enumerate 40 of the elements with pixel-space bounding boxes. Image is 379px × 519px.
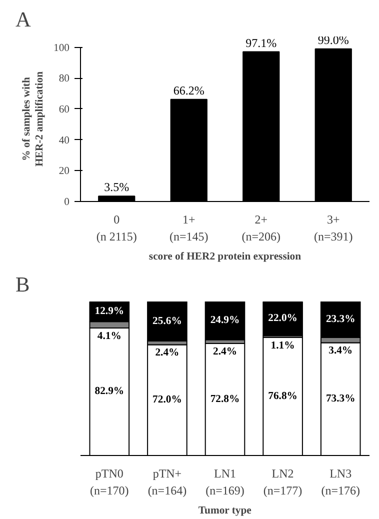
- data-label: 66.2%: [173, 83, 204, 98]
- x-tick-label: LN1 (n=169): [206, 466, 244, 498]
- y-tick-label: 40: [58, 135, 70, 146]
- x-tick-label: 0 (n 2115): [96, 212, 137, 244]
- data-label: 24.9%: [210, 315, 240, 326]
- x-axis-title: Tumor type: [198, 505, 252, 516]
- bar: [204, 302, 246, 340]
- data-label: 72.0%: [152, 394, 182, 406]
- text: A: [16, 8, 32, 32]
- y-axis-title: % of samples with HER-2 amplification: [21, 71, 46, 167]
- data-label: 97.1%: [246, 36, 277, 50]
- y-tick-label: 0: [64, 197, 70, 208]
- x-tick-label: 1+ (n=145): [169, 212, 208, 244]
- data-label: 72.8%: [210, 394, 240, 405]
- x-tick-label: 3+ (n=391): [314, 212, 353, 244]
- data-label: 1.1%: [270, 340, 295, 352]
- data-label: 25.6%: [152, 316, 182, 327]
- y-tick-label: 80: [58, 74, 70, 85]
- bar: [147, 302, 188, 342]
- data-label: 3.4%: [328, 346, 353, 357]
- data-label: 76.8%: [268, 390, 298, 402]
- data-label: 12.9%: [94, 306, 124, 318]
- data-label: 4.1%: [97, 330, 122, 342]
- x-tick-label: LN2 (n=177): [263, 466, 302, 498]
- data-label: 23.3%: [326, 314, 356, 326]
- x-tick-label: 2+ (n=206): [242, 212, 281, 244]
- x-tick-label: pTN+ (n=164): [148, 466, 187, 498]
- data-label: 82.9%: [94, 386, 124, 398]
- data-label: 22.0%: [268, 313, 298, 324]
- x-tick-label: LN3 (n=176): [321, 466, 360, 498]
- y-tick-label: 20: [58, 166, 70, 178]
- text: B: [16, 272, 30, 296]
- data-label: 2.4%: [155, 348, 180, 359]
- data-label: 73.3%: [326, 394, 356, 405]
- x-axis-title: score of HER2 protein expression: [148, 251, 302, 262]
- data-label: 3.5%: [104, 180, 130, 194]
- x-tick-label: pTN0 (n=170): [90, 466, 129, 498]
- y-tick-label: 60: [58, 104, 70, 116]
- data-label: 2.4%: [213, 346, 237, 358]
- y-tick-label: 100: [54, 42, 70, 54]
